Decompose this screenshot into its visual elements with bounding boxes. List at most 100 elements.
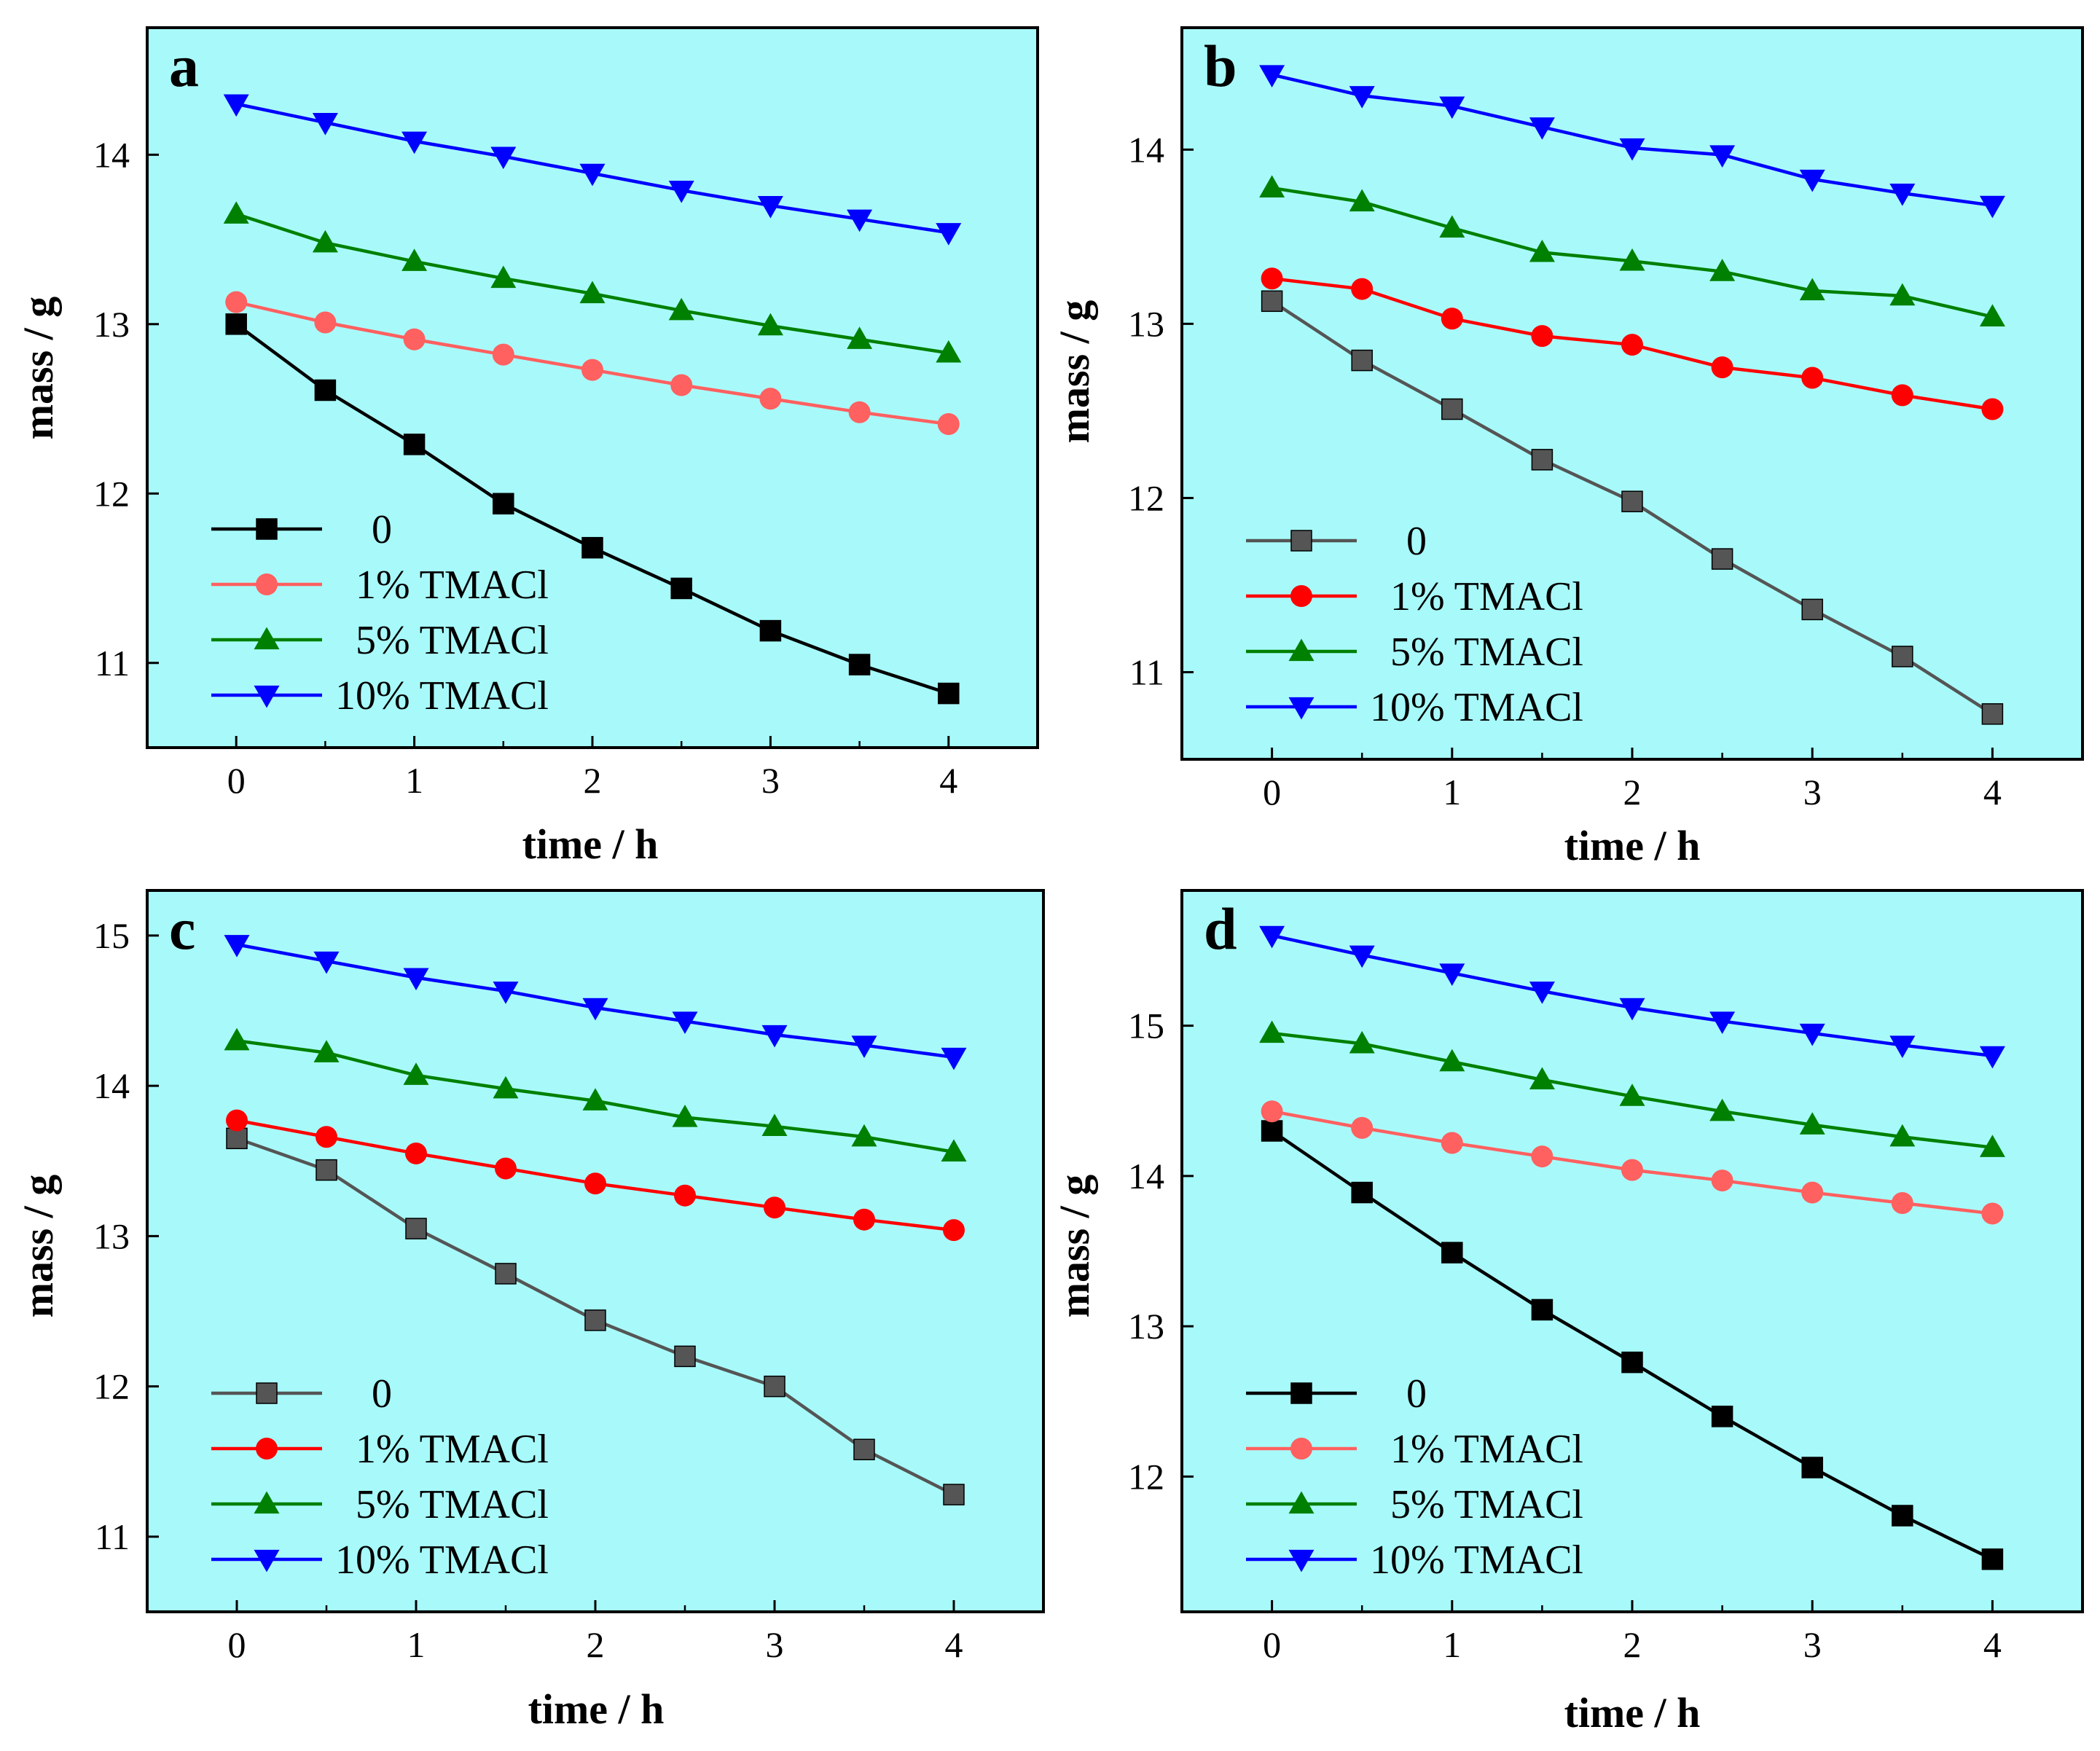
- y-tick-label: 13: [93, 1215, 130, 1256]
- legend-label: 10% TMACl: [1370, 1537, 1583, 1583]
- data-point: [943, 1219, 965, 1242]
- series-3: [223, 94, 962, 246]
- panel-letter: c: [169, 896, 195, 962]
- series-3: [1259, 65, 2005, 219]
- x-tick-label: 3: [761, 760, 780, 801]
- legend-marker: [1290, 1438, 1312, 1460]
- data-point: [314, 311, 337, 334]
- legend-marker: [1290, 530, 1312, 552]
- series-1: [226, 1109, 965, 1242]
- y-tick-label: 15: [93, 915, 130, 956]
- x-tick-label: 1: [1443, 1624, 1461, 1665]
- data-point: [1981, 1202, 2004, 1225]
- data-point: [672, 1011, 698, 1034]
- data-point: [581, 359, 603, 381]
- data-point: [1259, 925, 1285, 949]
- data-point: [495, 1157, 517, 1180]
- data-point: [1621, 1159, 1643, 1181]
- legend-label: 5% TMACl: [1390, 1482, 1583, 1527]
- y-tick-label: 11: [95, 1516, 130, 1557]
- data-point: [759, 619, 782, 642]
- y-tick-label: 12: [93, 473, 130, 514]
- series-1: [1261, 267, 2004, 420]
- y-tick-label: 13: [1128, 303, 1164, 344]
- data-point: [668, 181, 694, 203]
- legend-label: 5% TMACl: [356, 618, 549, 663]
- legend: 0 1% TMACl 5% TMACl 10% TMACl: [1246, 1371, 1583, 1583]
- legend-label: 1% TMACl: [1390, 574, 1583, 619]
- x-axis-label: time / h: [1564, 822, 1701, 869]
- legend-marker: [256, 1382, 278, 1404]
- x-axis-label: time / h: [522, 820, 659, 868]
- data-point: [1261, 267, 1283, 290]
- series-0: [225, 313, 960, 705]
- data-point: [847, 326, 873, 349]
- data-point: [1889, 283, 1916, 306]
- data-point: [1261, 1100, 1283, 1123]
- legend-label: 0: [1406, 1371, 1427, 1417]
- data-point: [1711, 1406, 1733, 1427]
- y-axis-label: mass / g: [15, 1175, 62, 1318]
- data-point: [493, 493, 514, 514]
- data-point: [1531, 325, 1554, 348]
- legend-marker: [1288, 1491, 1315, 1514]
- data-point: [316, 1126, 337, 1148]
- data-point: [1981, 703, 2004, 725]
- data-point: [1441, 307, 1463, 330]
- data-point: [853, 1438, 875, 1460]
- data-point: [1981, 1548, 2004, 1570]
- data-point: [1981, 398, 2004, 420]
- data-point: [937, 412, 960, 435]
- data-point: [943, 1484, 965, 1505]
- data-point: [938, 682, 960, 705]
- legend-label: 10% TMACl: [335, 1537, 549, 1583]
- data-point: [1799, 278, 1825, 301]
- data-point: [1891, 1192, 1913, 1214]
- data-point: [1979, 1135, 2005, 1157]
- data-point: [312, 113, 338, 136]
- data-point: [1709, 259, 1736, 281]
- data-point: [1529, 982, 1555, 1004]
- data-point: [1529, 1067, 1555, 1089]
- series-2: [1259, 175, 2005, 326]
- data-point: [761, 1113, 788, 1136]
- data-point: [490, 265, 517, 289]
- data-point: [757, 195, 783, 219]
- x-tick-label: 0: [1263, 1624, 1281, 1665]
- legend-marker: [1290, 585, 1312, 607]
- data-point: [936, 223, 962, 246]
- data-point: [674, 1184, 696, 1207]
- y-tick-label: 12: [1128, 477, 1164, 518]
- data-point: [1619, 248, 1645, 271]
- series-3: [224, 935, 967, 1070]
- y-tick-label: 14: [1128, 1156, 1164, 1196]
- data-point: [1889, 1124, 1916, 1147]
- data-point: [225, 313, 247, 335]
- data-point: [1621, 1351, 1643, 1374]
- data-point: [1529, 239, 1555, 262]
- legend-marker: [1290, 1382, 1312, 1404]
- x-axis-label: time / h: [1564, 1689, 1701, 1736]
- legend-marker: [256, 573, 278, 595]
- plot-area: [147, 28, 1038, 748]
- x-tick-label: 3: [1803, 772, 1822, 812]
- data-point: [403, 328, 426, 350]
- data-point: [1619, 138, 1645, 161]
- data-point: [847, 209, 873, 232]
- legend-label: 10% TMACl: [1370, 685, 1583, 730]
- series-3: [1259, 925, 2005, 1069]
- data-point: [401, 131, 428, 154]
- data-point: [1979, 195, 2005, 219]
- data-point: [1799, 1023, 1825, 1046]
- legend-label: 1% TMACl: [1390, 1427, 1583, 1472]
- y-tick-label: 13: [93, 304, 130, 345]
- series-2: [224, 1027, 967, 1162]
- data-point: [1621, 334, 1643, 356]
- data-point: [851, 1035, 877, 1058]
- legend-marker: [254, 627, 280, 650]
- x-axis-label: time / h: [528, 1685, 665, 1733]
- data-point: [1259, 175, 1285, 198]
- x-tick-label: 0: [227, 760, 246, 801]
- data-point: [1889, 183, 1916, 206]
